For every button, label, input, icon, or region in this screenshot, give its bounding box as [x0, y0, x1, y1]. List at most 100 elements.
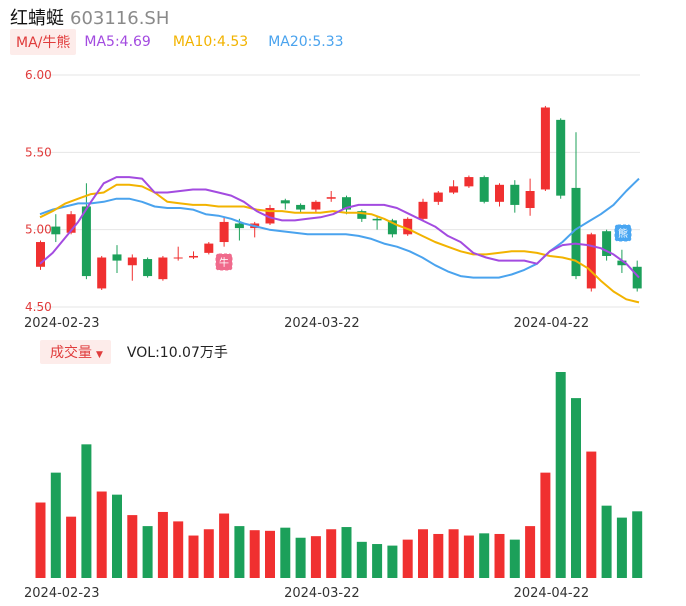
candle-body: [189, 255, 198, 258]
volume-bar: [96, 491, 107, 578]
candle-body: [372, 218, 382, 221]
bear-marker-icon-box: [614, 224, 632, 242]
volume-bar: [127, 515, 138, 578]
candle-body: [449, 186, 459, 193]
volume-bar: [203, 529, 214, 578]
candle-body: [265, 208, 275, 224]
candle-body: [81, 206, 91, 277]
candle-body: [173, 257, 183, 259]
candle-body: [158, 257, 168, 280]
volume-bar: [632, 511, 643, 578]
y-tick-label: 4.50: [25, 300, 52, 314]
volume-bar: [601, 505, 612, 578]
volume-bar: [295, 537, 306, 578]
volume-bar: [479, 533, 490, 578]
volume-legend: 成交量 ▼ VOL:10.07万手: [40, 340, 228, 364]
candle-body: [296, 204, 306, 210]
volume-bar: [402, 539, 413, 578]
candle-body: [97, 257, 107, 289]
volume-bar: [571, 398, 581, 578]
dropdown-caret-icon: ▼: [96, 350, 103, 360]
candle-body: [617, 260, 627, 266]
candle-body: [357, 211, 367, 219]
candle-body: [495, 184, 504, 202]
candle-body: [204, 243, 214, 253]
ma-legend: MA/牛熊 MA5:4.69 MA10:4.53 MA20:5.33: [10, 29, 344, 55]
candle-body: [556, 119, 566, 196]
stock-header: 红蜻蜓 603116.SH: [10, 4, 169, 30]
volume-bar: [448, 529, 459, 578]
volume-bar: [234, 526, 245, 578]
volume-bar: [310, 536, 321, 578]
volume-bar: [540, 472, 551, 578]
candle-body: [602, 231, 612, 256]
candle-body: [342, 197, 351, 210]
ma5-line: [39, 176, 640, 279]
candle-body: [326, 197, 336, 199]
volume-bar: [372, 544, 383, 578]
candle-body: [127, 257, 137, 266]
candle-body: [66, 214, 76, 233]
candle-body: [143, 259, 153, 277]
ma10-legend: MA10:4.53: [172, 34, 249, 50]
volume-bar: [249, 530, 260, 578]
ma10-line: [39, 183, 640, 304]
candle-body: [234, 223, 244, 229]
volume-bar: [494, 533, 505, 578]
x-tick-label: 2024-02-23: [24, 586, 100, 601]
candle-body: [433, 192, 443, 202]
volume-bar: [433, 533, 444, 578]
candle-body: [510, 184, 520, 205]
stock-code: 603116.SH: [70, 8, 170, 29]
bear-marker-icon: 熊: [614, 224, 632, 242]
volume-bar: [387, 545, 398, 578]
candle-body: [464, 177, 474, 187]
stock-name: 红蜻蜓: [10, 8, 64, 29]
volume-bar: [280, 527, 291, 578]
x-tick-label: 2024-02-23: [24, 316, 100, 331]
volume-bar: [356, 541, 367, 578]
candle-body: [479, 177, 489, 202]
volume-bar: [341, 527, 352, 578]
volume-bar: [173, 521, 184, 578]
y-tick-label: 6.00: [25, 68, 52, 82]
candle-body: [525, 191, 535, 209]
candle-body: [311, 201, 321, 210]
volume-bar: [188, 535, 199, 578]
volume-bar: [265, 530, 275, 578]
ma20-legend: MA20:5.33: [268, 34, 344, 50]
volume-bar: [509, 539, 520, 578]
candle-body: [280, 200, 290, 204]
candle-body: [51, 226, 61, 235]
candle-body: [571, 187, 581, 277]
volume-bar: [157, 511, 168, 578]
candle-body: [586, 234, 596, 289]
y-tick-label: 5.50: [25, 145, 52, 159]
volume-indicator-tab[interactable]: 成交量 ▼: [40, 340, 111, 364]
candle-body: [418, 201, 428, 219]
candle-body: [403, 218, 413, 235]
volume-bar: [555, 372, 566, 578]
candle-body: [540, 107, 550, 190]
candle-body: [632, 266, 642, 289]
volume-value: VOL:10.07万手: [126, 345, 228, 361]
volume-bar: [35, 502, 46, 578]
volume-bar: [112, 494, 122, 578]
volume-bar: [616, 517, 627, 578]
x-tick-label: 2024-04-22: [514, 316, 590, 331]
volume-bar: [326, 529, 337, 578]
volume-bar: [66, 516, 77, 578]
volume-bar: [586, 451, 597, 578]
x-tick-label: 2024-03-22: [284, 316, 360, 331]
y-tick-label: 5.00: [25, 223, 52, 237]
candle-body: [387, 220, 397, 235]
x-tick-label: 2024-03-22: [284, 586, 360, 601]
bear-marker-icon-text: 熊: [618, 227, 628, 240]
candle-body: [219, 221, 229, 243]
bull-marker-icon: 牛: [215, 253, 233, 271]
ma5-legend: MA5:4.69: [84, 34, 151, 50]
volume-bar: [81, 444, 92, 578]
volume-bar: [463, 535, 474, 578]
ma-indicator-tab[interactable]: MA/牛熊: [10, 29, 77, 55]
